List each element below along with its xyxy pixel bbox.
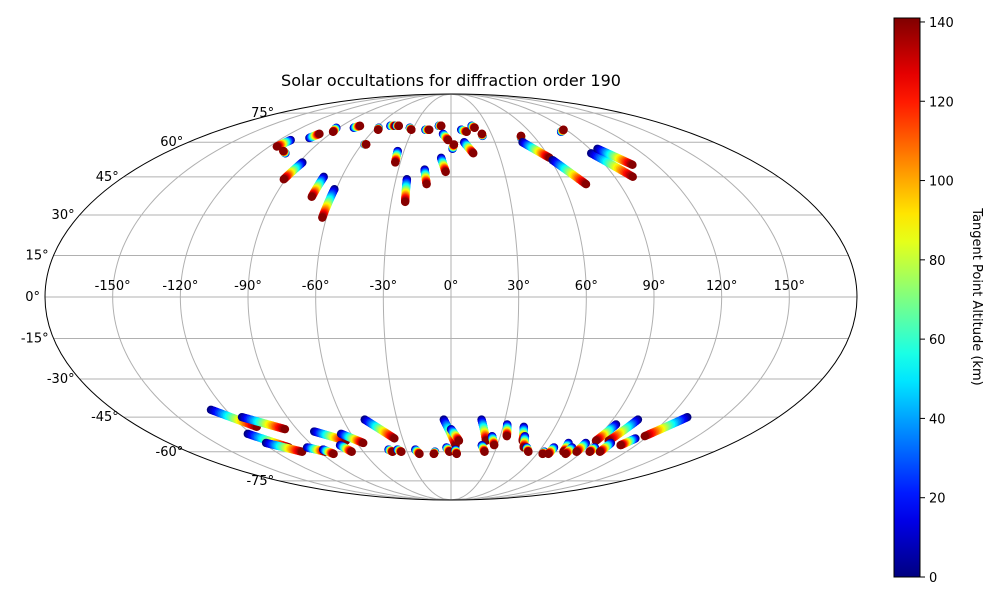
colorbar-gradient [893,17,921,578]
lat-tick-label: -30° [47,372,75,387]
occultation-point [477,129,487,139]
occultation-point [272,142,282,151]
lon-tick-label: 150° [774,279,805,294]
occultation-point [347,447,356,456]
occultation-point [279,175,288,184]
colorbar-tick-label: 20 [929,492,946,507]
colorbar-tick-label: 60 [929,333,946,348]
colorbar-tick-label: 0 [929,571,937,586]
colorbar-tick-label: 40 [929,412,946,427]
occultation-point [407,125,416,134]
occultation-point [422,180,431,189]
occultation-point [437,121,446,131]
occultation-point [315,129,324,139]
occultation-point [470,123,479,132]
occultation-point [400,197,410,207]
occultation-point [441,167,450,177]
occultation-point [559,125,568,134]
occultation-point [443,135,453,145]
occultation-point [425,125,434,134]
colorbar-label: Tangent Point Altitude (km) [969,207,984,385]
grid-line-lon [179,93,452,501]
occultation-points [206,121,692,459]
occultation-point [397,447,406,456]
lat-tick-label: 45° [96,170,119,185]
occultation-point [429,449,439,459]
occultation-point [362,140,371,149]
occultation-point [585,447,594,456]
lon-tick-label: 120° [706,279,737,294]
lat-tick-label: -60° [156,445,184,460]
occultation-point [595,447,605,456]
occultation-point [329,449,338,459]
occultation-point [279,146,288,156]
lat-tick-label: 60° [160,135,183,150]
colorbar-tick-label: 120 [929,95,954,110]
map-boundary [44,93,858,501]
lon-tick-label: 0° [444,279,459,294]
occultation-point [355,121,365,131]
lon-tick-label: -120° [162,279,198,294]
occultation-point [572,447,581,456]
grid-line-lon [450,93,723,501]
occultation-point [480,447,489,456]
occultation-point [462,127,471,136]
occultation-point [452,449,461,459]
grid-line-lon [112,93,452,501]
lat-tick-label: -45° [91,410,119,425]
occultation-point [391,158,400,167]
lat-tick-label: 15° [26,248,49,263]
lat-tick-label: -75° [246,474,274,489]
occultation-point [544,449,553,459]
longitude-tick-labels: -150° -120° -90° -60° -30° 0° 30° 60° 90° 120° 150… [95,279,805,294]
occultation-point [415,449,424,459]
lon-tick-label: 90° [642,279,665,294]
occultation-point [318,213,327,222]
lat-tick-label: -15° [21,332,49,347]
occultation-point [394,121,404,131]
occultation-point [280,424,290,434]
occultation-point [390,434,399,443]
colorbar: 0 20 40 60 80 100 120 140 Tangent Point Altitud… [893,16,984,586]
occultation-point [489,441,499,450]
lat-tick-label: 75° [251,106,274,121]
lat-tick-label: 30° [52,208,75,223]
colorbar-ticks: 0 20 40 60 80 100 120 140 [920,16,954,586]
occultation-point [454,436,464,445]
colorbar-tick-label: 100 [929,175,954,190]
occultation-point [373,125,383,134]
lon-tick-label: -150° [95,279,131,294]
occultation-point [328,127,338,136]
lat-tick-label: 0° [25,290,40,305]
colorbar-tick-label: 80 [929,254,946,269]
lon-tick-label: -90° [234,279,262,294]
lon-tick-label: -60° [302,279,330,294]
occultation-point [516,131,526,141]
occultation-point [561,449,570,459]
occultation-point [502,431,512,441]
grid-line-lon [450,93,790,501]
graticule [45,93,857,501]
grid-line-lon [382,93,452,501]
lon-tick-label: 30° [507,279,530,294]
grid-line-lon [450,93,520,501]
occultation-point [628,160,637,170]
lon-tick-label: -30° [369,279,397,294]
lon-tick-label: 60° [575,279,598,294]
chart-title: Solar occultations for diffraction order… [281,71,621,90]
occultation-point [307,192,316,202]
occultation-point [359,438,368,448]
occultation-point [581,180,591,189]
occultation-point [469,149,478,158]
colorbar-tick-label: 140 [929,16,954,31]
occultation-point [449,140,459,149]
grid-line-lon [450,93,587,501]
occultation-point [524,447,533,456]
occultation-point [628,172,637,182]
occultation-point [640,431,649,441]
occultation-point [616,441,625,450]
